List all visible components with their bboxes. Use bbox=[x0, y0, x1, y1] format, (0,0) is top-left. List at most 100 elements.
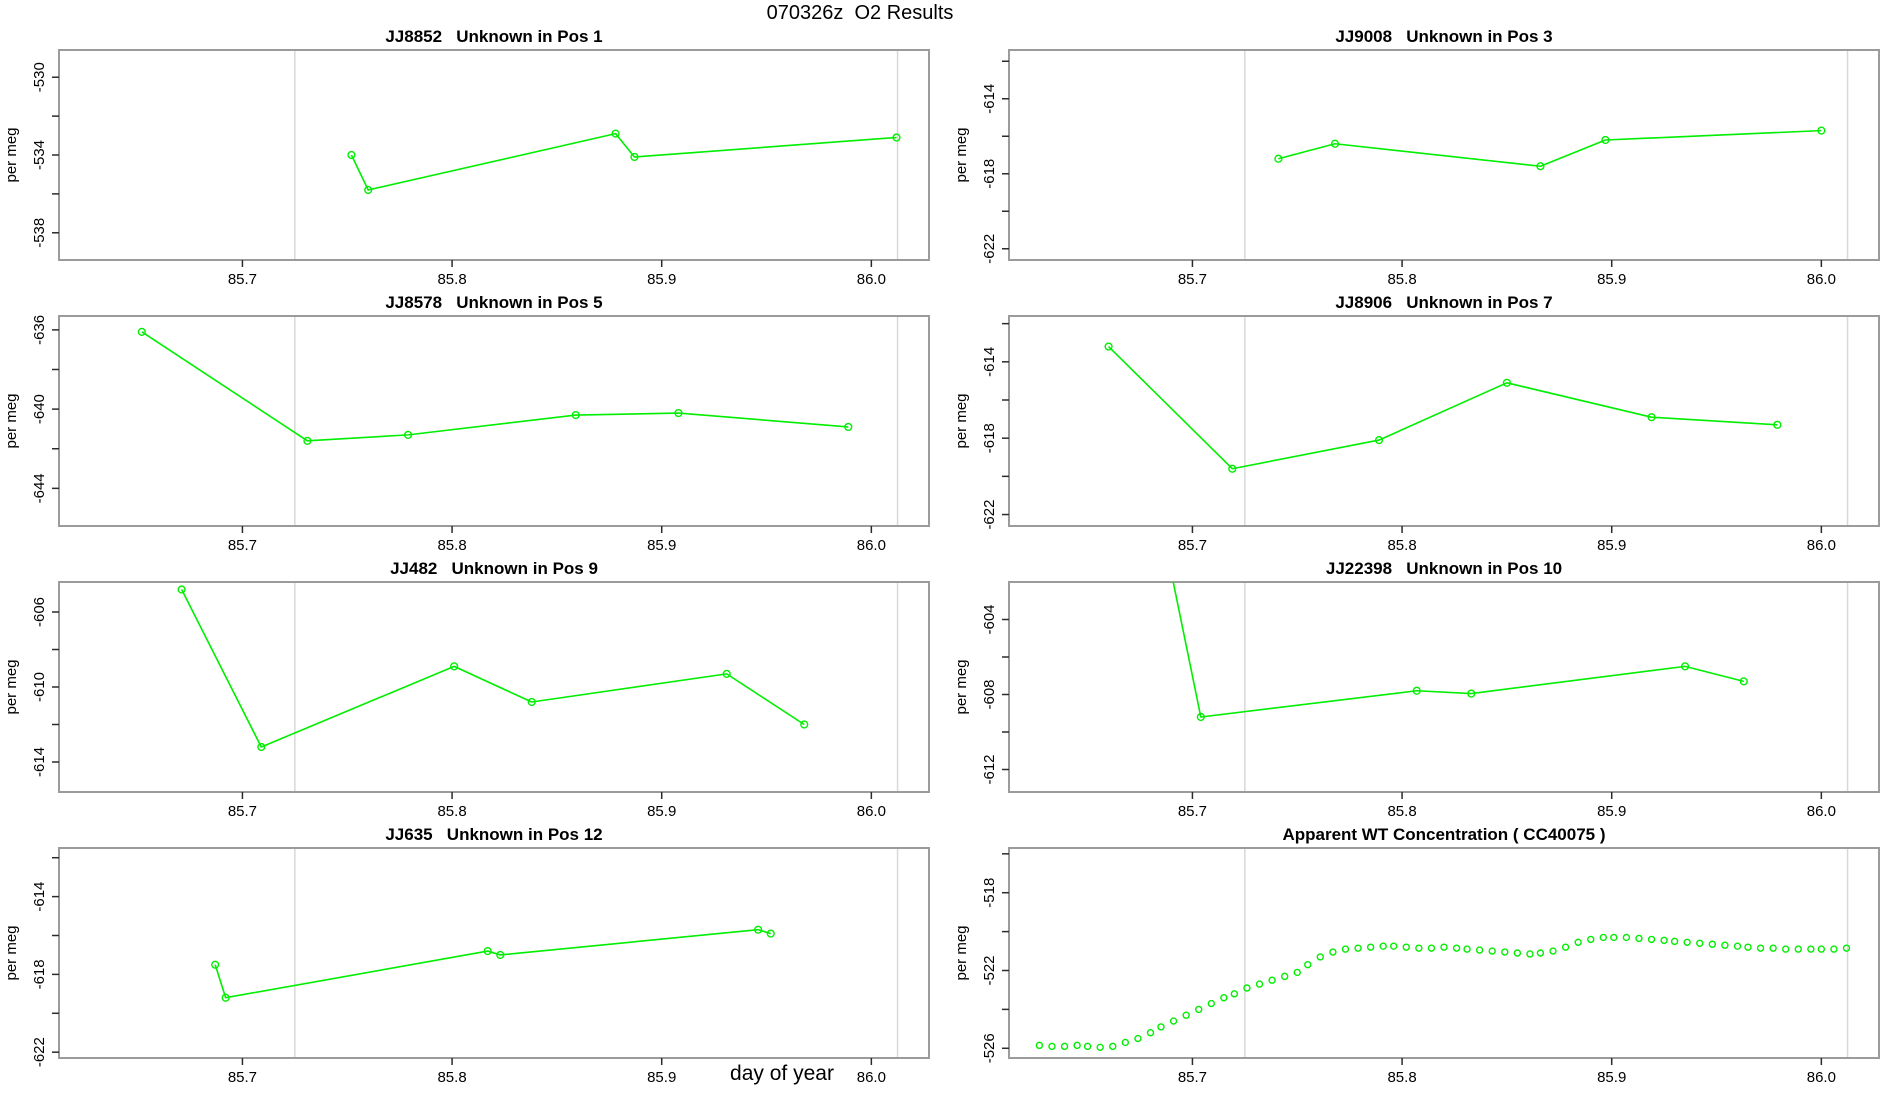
y-tick-label: -622 bbox=[981, 234, 998, 264]
data-point-marker bbox=[1660, 936, 1668, 945]
x-tick-label: 85.7 bbox=[228, 271, 257, 286]
y-axis-label: per meg bbox=[3, 659, 20, 714]
data-point-marker bbox=[1109, 1042, 1117, 1051]
panel-title: JJ22398 Unknown in Pos 10 bbox=[1326, 559, 1562, 578]
data-point-marker bbox=[1280, 972, 1289, 981]
panel-title: Apparent WT Concentration ( CC40075 ) bbox=[1282, 825, 1605, 844]
data-point-marker bbox=[1121, 1038, 1130, 1047]
data-point-marker bbox=[1830, 945, 1838, 953]
y-tick-label: -614 bbox=[981, 347, 998, 377]
data-point-marker bbox=[1610, 933, 1618, 942]
chart-panel-svg: 85.7 85.8 85.9 86.0 -622 -618 -614 per meg JJ900… bbox=[953, 27, 1880, 288]
x-tick-label: 85.8 bbox=[437, 1069, 466, 1084]
panel-jj635-pos12: 85.7 85.8 85.9 86.0 -622 -618 -614 per meg JJ635… bbox=[0, 818, 950, 1086]
chart-panel-svg: 85.7 85.8 85.9 86.0 -526 -522 -518 per meg Appar… bbox=[953, 825, 1880, 1086]
data-point-marker bbox=[1402, 943, 1410, 951]
panel-title: JJ8852 Unknown in Pos 1 bbox=[385, 27, 602, 46]
x-tick-label: 86.0 bbox=[857, 803, 886, 818]
data-point-marker bbox=[221, 993, 230, 1002]
data-point-marker bbox=[1782, 945, 1790, 953]
data-point-marker bbox=[1316, 953, 1325, 961]
data-point-marker bbox=[1670, 937, 1679, 946]
data-point-marker bbox=[1195, 1005, 1203, 1014]
x-tick-label: 85.8 bbox=[1387, 803, 1416, 818]
data-point-marker bbox=[1817, 945, 1826, 953]
plot-box bbox=[58, 315, 930, 527]
x-tick-label: 85.8 bbox=[1387, 1069, 1416, 1084]
plot-box bbox=[58, 847, 930, 1059]
data-point-marker bbox=[1440, 943, 1448, 951]
chart-panel-svg: 85.7 85.8 85.9 86.0 -614 -610 -606 per meg JJ482… bbox=[3, 559, 930, 820]
data-point-marker bbox=[611, 129, 620, 138]
y-axis-label: per meg bbox=[953, 393, 970, 448]
data-point-marker bbox=[1157, 1023, 1165, 1031]
data-point-marker bbox=[1374, 435, 1384, 445]
x-tick-label: 85.9 bbox=[1597, 803, 1626, 818]
chart-panel-svg: 85.7 85.8 85.9 86.0 -644 -640 -636 per meg JJ857… bbox=[3, 293, 930, 554]
data-point-marker bbox=[1773, 420, 1782, 429]
data-point-marker bbox=[1721, 941, 1729, 949]
data-point-marker bbox=[892, 133, 901, 142]
data-point-marker bbox=[1412, 686, 1421, 695]
data-point-marker bbox=[347, 150, 356, 160]
data-point-marker bbox=[1463, 945, 1471, 953]
data-point-marker bbox=[1379, 942, 1387, 950]
x-tick-label: 86.0 bbox=[857, 271, 886, 286]
data-point-marker bbox=[1415, 944, 1423, 952]
data-point-marker bbox=[1599, 933, 1608, 942]
y-tick-label: -618 bbox=[31, 959, 48, 989]
series-line bbox=[214, 928, 771, 999]
data-point-marker bbox=[1182, 1011, 1190, 1019]
data-point-marker bbox=[1501, 948, 1509, 956]
data-point-marker bbox=[571, 410, 580, 420]
y-tick-label: -518 bbox=[981, 878, 998, 908]
panel-apparent-wt-concentration: 85.7 85.8 85.9 86.0 -526 -522 -518 per meg Appar… bbox=[950, 818, 1900, 1086]
data-point-marker bbox=[177, 585, 186, 594]
data-point-marker bbox=[1104, 342, 1113, 351]
y-tick-label: -526 bbox=[981, 1033, 998, 1063]
panel-jj8852-pos1: 85.7 85.8 85.9 86.0 -538 -534 -530 per meg JJ885… bbox=[0, 20, 950, 288]
series-line bbox=[1172, 582, 1744, 718]
data-point-marker bbox=[1526, 950, 1534, 958]
x-tick-label: 85.7 bbox=[228, 803, 257, 818]
data-point-marker bbox=[1536, 949, 1545, 957]
data-point-marker bbox=[1536, 162, 1545, 171]
x-tick-label: 85.7 bbox=[1178, 1069, 1207, 1084]
x-tick-label: 85.9 bbox=[647, 537, 676, 552]
data-point-marker bbox=[1622, 933, 1631, 942]
data-point-marker bbox=[137, 327, 146, 336]
y-axis-label: per meg bbox=[3, 925, 20, 980]
plot-box bbox=[1008, 315, 1880, 527]
y-axis-label: per meg bbox=[3, 127, 20, 182]
series-group bbox=[1274, 126, 1826, 171]
data-point-marker bbox=[1035, 1041, 1044, 1050]
data-point-marker bbox=[1733, 942, 1742, 950]
data-point-marker bbox=[1230, 990, 1239, 998]
x-tick-label: 85.8 bbox=[1387, 537, 1416, 552]
plot-box bbox=[1008, 49, 1880, 261]
x-tick-label: 85.9 bbox=[647, 1069, 676, 1084]
y-tick-label: -614 bbox=[981, 84, 998, 114]
data-point-marker bbox=[722, 669, 731, 678]
panel-title: JJ482 Unknown in Pos 9 bbox=[390, 559, 598, 578]
x-tick-label: 85.7 bbox=[228, 537, 257, 552]
data-point-marker bbox=[844, 422, 853, 432]
data-point-marker bbox=[674, 408, 683, 418]
data-point-marker bbox=[1769, 944, 1777, 952]
data-point-marker bbox=[1467, 689, 1476, 698]
data-point-marker bbox=[1683, 938, 1691, 947]
data-point-marker bbox=[303, 436, 312, 445]
y-tick-label: -522 bbox=[981, 955, 998, 985]
x-tick-label: 85.7 bbox=[1178, 271, 1207, 286]
panel-jj8578-pos5: 85.7 85.8 85.9 86.0 -644 -640 -636 per meg JJ857… bbox=[0, 286, 950, 554]
panel-title: JJ9008 Unknown in Pos 3 bbox=[1335, 27, 1552, 46]
data-point-marker bbox=[1475, 946, 1484, 954]
data-point-marker bbox=[1635, 934, 1643, 943]
data-point-marker bbox=[1220, 994, 1228, 1002]
x-tick-label: 85.8 bbox=[437, 803, 466, 818]
data-point-marker bbox=[1739, 677, 1748, 686]
data-point-marker bbox=[1744, 943, 1752, 951]
plot-box bbox=[1008, 581, 1880, 793]
x-tick-label: 86.0 bbox=[1807, 537, 1836, 552]
x-tick-label: 85.9 bbox=[1597, 537, 1626, 552]
